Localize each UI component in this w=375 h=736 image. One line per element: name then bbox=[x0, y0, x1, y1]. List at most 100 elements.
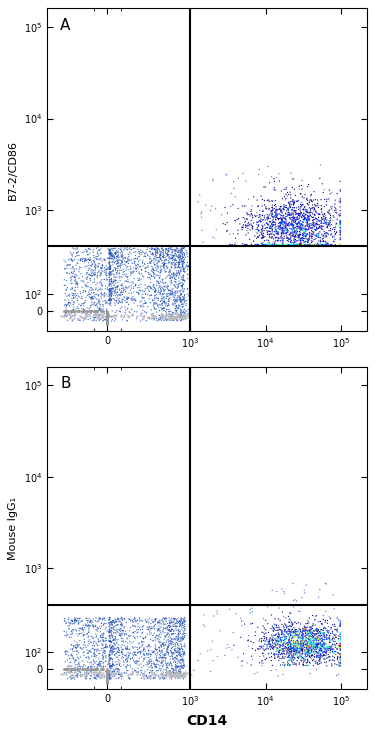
Point bbox=[134, 261, 140, 273]
Point bbox=[72, 635, 78, 647]
Point bbox=[166, 313, 172, 325]
Point bbox=[174, 650, 180, 662]
Point bbox=[284, 646, 290, 658]
Point bbox=[315, 639, 321, 651]
Point bbox=[321, 640, 327, 652]
Point bbox=[108, 261, 114, 272]
Point bbox=[284, 205, 290, 217]
Point bbox=[290, 630, 296, 642]
Point bbox=[177, 303, 183, 315]
Point bbox=[68, 631, 74, 643]
Point bbox=[171, 250, 177, 261]
Point bbox=[260, 221, 266, 233]
Point bbox=[126, 299, 132, 311]
Point bbox=[80, 630, 86, 642]
Point bbox=[179, 280, 185, 292]
Point bbox=[111, 620, 117, 632]
Point bbox=[134, 655, 140, 667]
Point bbox=[279, 629, 285, 640]
Point bbox=[299, 636, 305, 648]
Point bbox=[290, 636, 296, 648]
Point bbox=[267, 216, 273, 228]
Point bbox=[108, 659, 114, 671]
Point bbox=[83, 269, 89, 280]
Point bbox=[72, 284, 78, 296]
Point bbox=[164, 261, 170, 272]
Point bbox=[174, 667, 180, 679]
Point bbox=[160, 661, 166, 673]
Point bbox=[303, 645, 309, 657]
Point bbox=[64, 663, 70, 675]
Point bbox=[137, 315, 143, 327]
Point bbox=[105, 673, 111, 685]
Point bbox=[169, 277, 175, 289]
Point bbox=[124, 641, 130, 653]
Point bbox=[303, 224, 309, 236]
Point bbox=[316, 639, 322, 651]
Point bbox=[90, 655, 96, 667]
Point bbox=[337, 649, 343, 661]
Point bbox=[255, 224, 261, 236]
Point bbox=[168, 657, 174, 668]
Point bbox=[268, 233, 274, 244]
Point bbox=[106, 278, 112, 290]
Point bbox=[310, 642, 316, 654]
Point bbox=[277, 220, 283, 232]
Point bbox=[278, 222, 284, 233]
Point bbox=[273, 619, 279, 631]
Point bbox=[255, 231, 261, 243]
Point bbox=[259, 226, 265, 238]
Point bbox=[284, 233, 290, 244]
Point bbox=[108, 274, 114, 286]
Point bbox=[173, 664, 179, 676]
Point bbox=[167, 270, 173, 282]
Point bbox=[76, 250, 82, 261]
Point bbox=[272, 202, 278, 214]
Point bbox=[159, 645, 165, 657]
Point bbox=[82, 668, 88, 680]
Point bbox=[245, 635, 251, 647]
Point bbox=[170, 634, 176, 645]
Point bbox=[332, 229, 338, 241]
Point bbox=[75, 305, 81, 316]
Point bbox=[111, 256, 117, 268]
Point bbox=[294, 643, 300, 655]
Point bbox=[282, 238, 288, 250]
Point bbox=[310, 641, 316, 653]
Point bbox=[105, 315, 111, 327]
Point bbox=[119, 618, 125, 629]
Point bbox=[287, 201, 293, 213]
Point bbox=[316, 626, 322, 637]
Point bbox=[148, 289, 154, 301]
Point bbox=[106, 266, 112, 277]
Point bbox=[163, 613, 169, 625]
Point bbox=[90, 640, 96, 651]
Point bbox=[286, 651, 292, 663]
Point bbox=[311, 651, 317, 662]
Point bbox=[86, 253, 92, 265]
Point bbox=[323, 230, 329, 241]
Point bbox=[247, 224, 253, 236]
Point bbox=[291, 237, 297, 249]
Point bbox=[279, 627, 285, 639]
Point bbox=[286, 631, 292, 643]
Point bbox=[84, 615, 90, 626]
Point bbox=[105, 308, 111, 320]
Point bbox=[178, 308, 184, 320]
Point bbox=[156, 301, 162, 313]
Point bbox=[144, 648, 150, 659]
Point bbox=[296, 645, 302, 657]
Point bbox=[122, 252, 128, 263]
Point bbox=[96, 645, 102, 657]
Point bbox=[337, 201, 343, 213]
Point bbox=[123, 654, 129, 666]
Point bbox=[285, 626, 291, 637]
Point bbox=[178, 661, 184, 673]
Point bbox=[109, 252, 115, 264]
Point bbox=[140, 257, 146, 269]
Point bbox=[293, 214, 299, 226]
Point bbox=[108, 669, 114, 681]
Point bbox=[156, 623, 162, 634]
Point bbox=[283, 634, 289, 645]
Point bbox=[158, 295, 164, 307]
